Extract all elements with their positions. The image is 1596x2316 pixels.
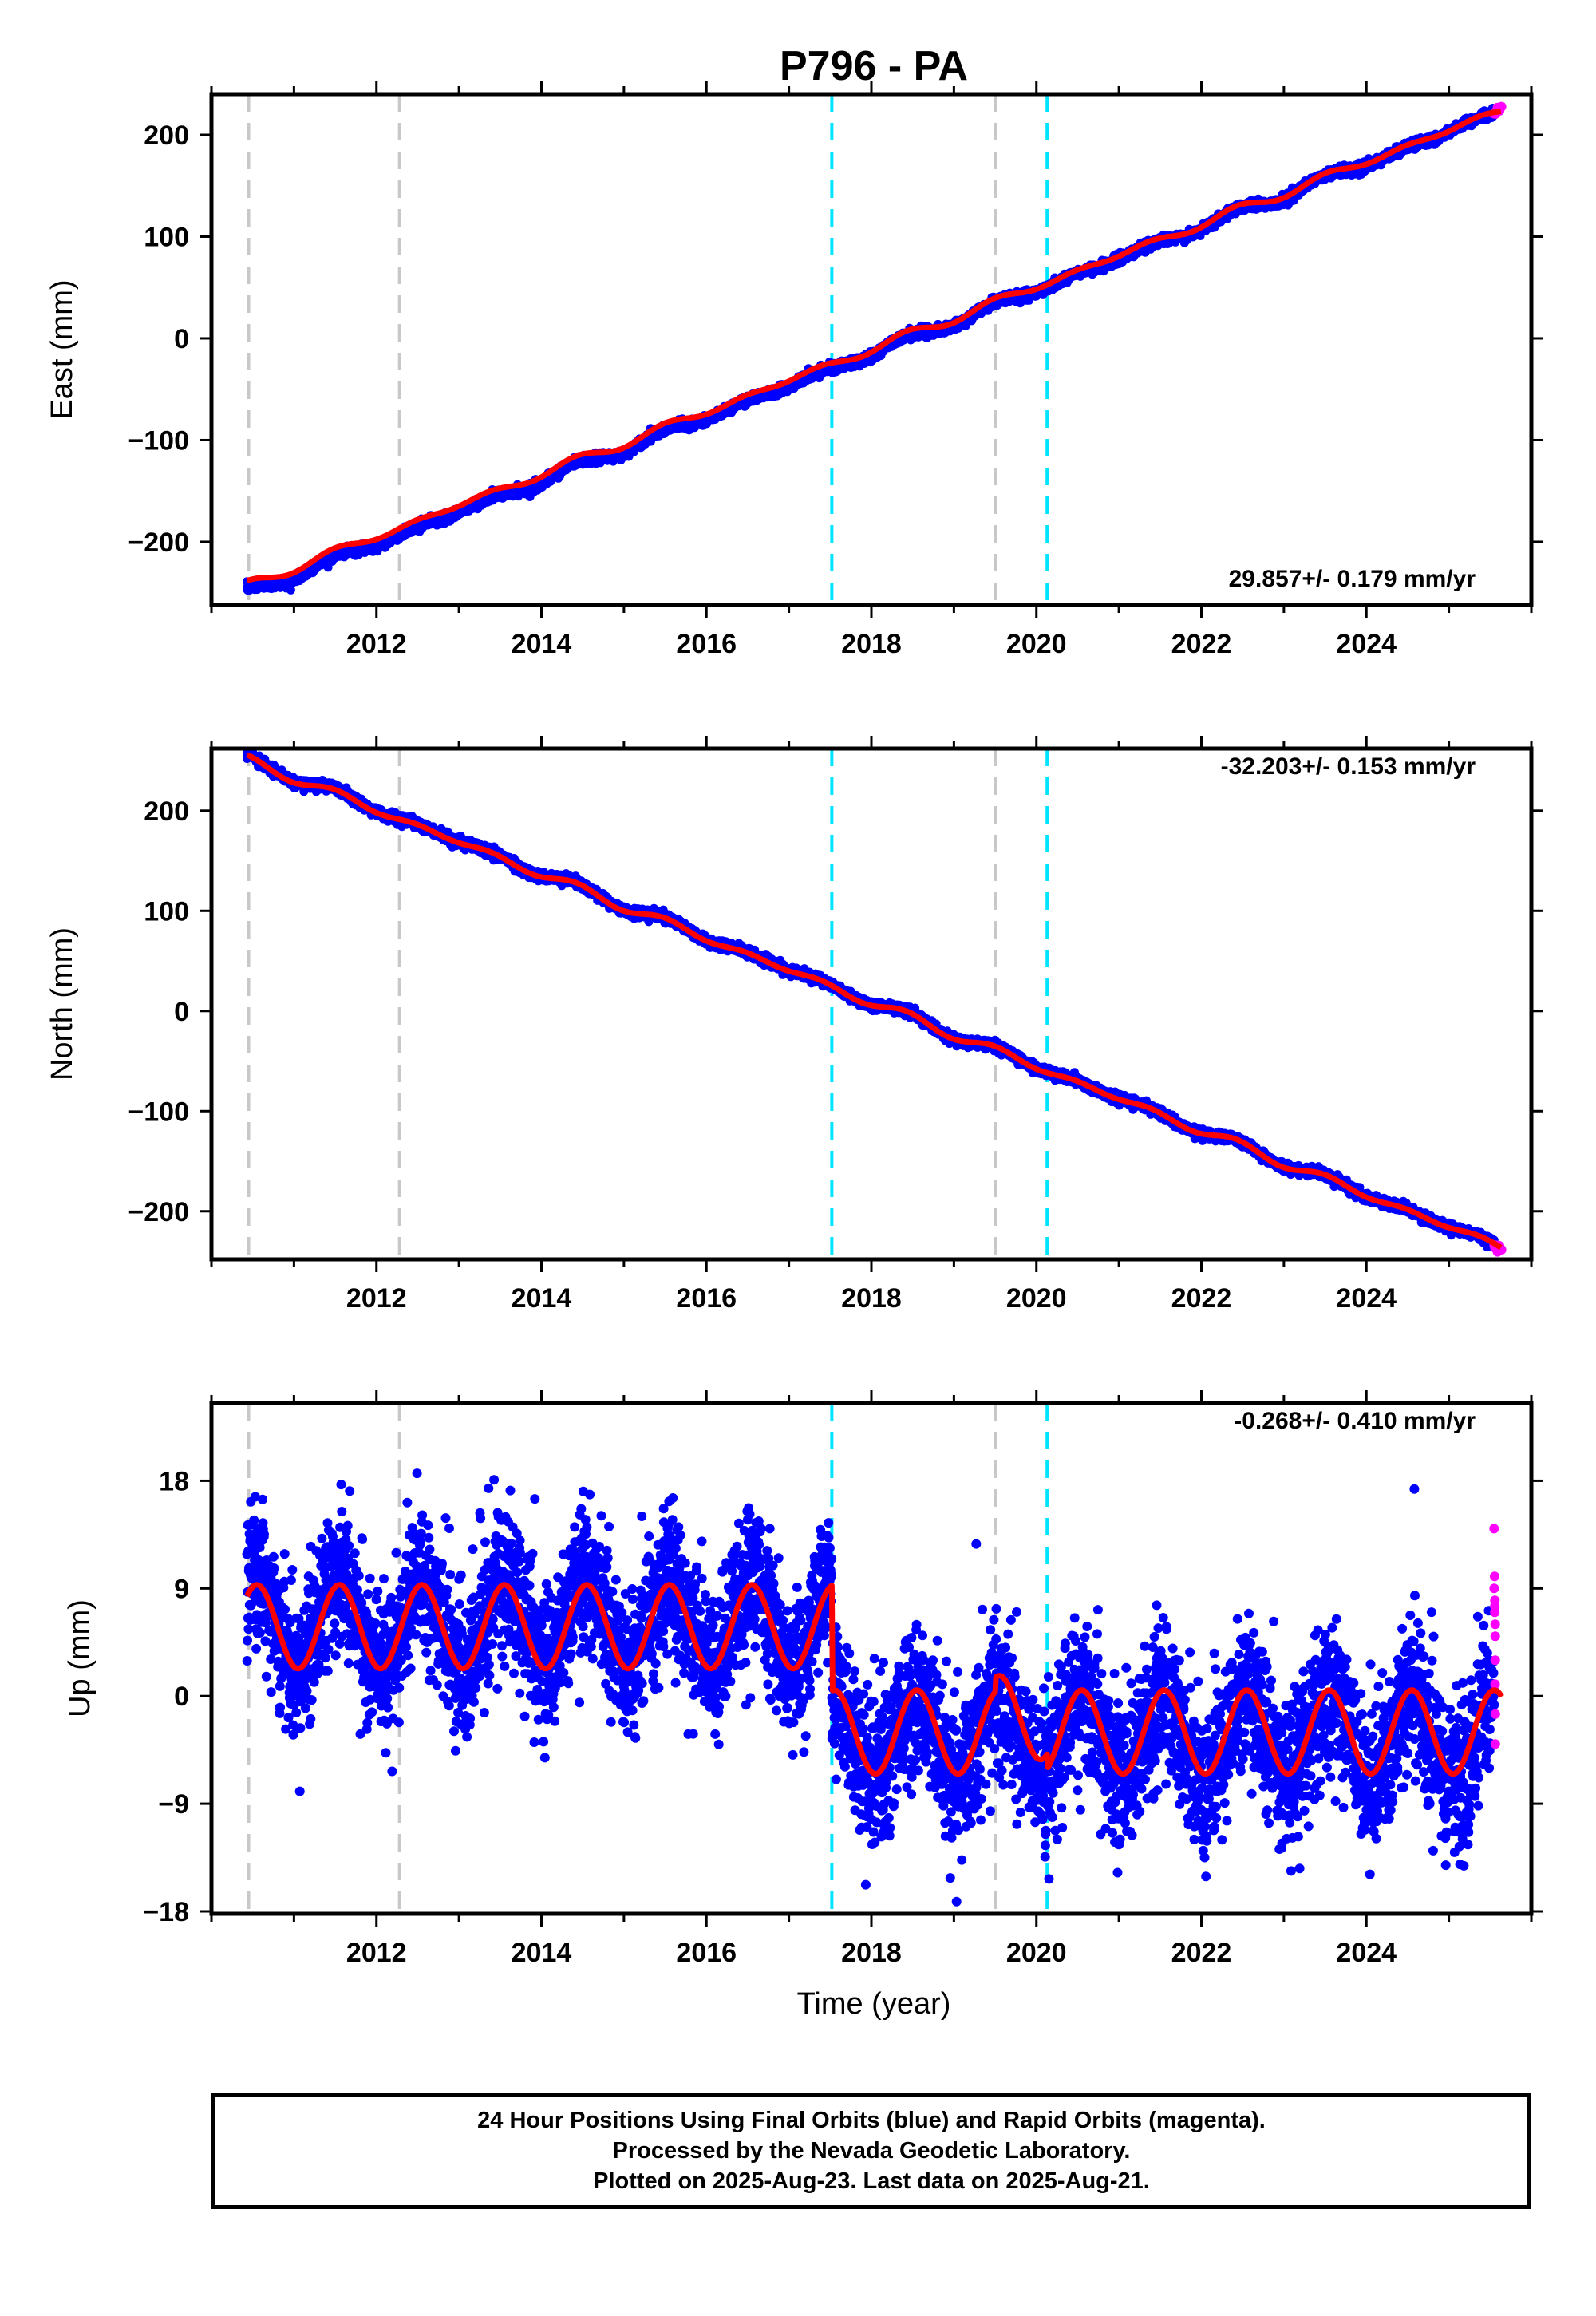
final-orbit-point bbox=[286, 585, 295, 595]
east-data bbox=[243, 101, 1507, 595]
chart-title: P796 - PA bbox=[780, 43, 968, 89]
